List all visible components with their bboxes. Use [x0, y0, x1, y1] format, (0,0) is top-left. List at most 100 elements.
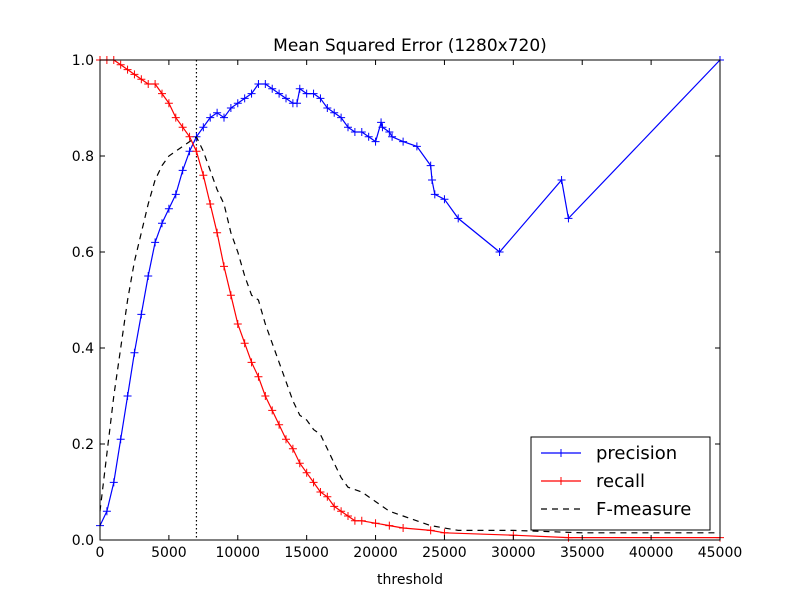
data-point-marker	[275, 89, 284, 98]
data-point-marker	[158, 89, 166, 98]
data-point-marker	[199, 171, 208, 180]
data-point-marker	[557, 176, 566, 184]
data-point-marker	[164, 99, 173, 108]
data-point-marker	[137, 75, 146, 84]
data-point-marker	[164, 204, 173, 213]
data-point-marker	[123, 392, 132, 400]
data-point-marker	[350, 128, 359, 136]
data-point-marker	[206, 113, 215, 122]
x-tick-label: 30000	[491, 545, 536, 561]
data-point-marker	[357, 128, 366, 136]
data-point-marker	[171, 190, 180, 199]
data-point-marker	[226, 291, 235, 300]
data-point-marker	[144, 80, 153, 88]
data-point-marker	[199, 123, 208, 132]
y-tick-label: 0.8	[72, 149, 94, 165]
data-point-marker	[144, 272, 153, 280]
x-tick-label: 15000	[284, 545, 329, 561]
data-point-marker	[337, 507, 346, 516]
data-point-marker	[109, 478, 118, 487]
x-axis-label: threshold	[377, 572, 443, 588]
data-point-marker	[247, 358, 256, 367]
x-tick-label: 35000	[560, 545, 605, 561]
data-point-marker	[220, 113, 228, 122]
data-point-marker	[282, 94, 290, 103]
series-recall	[96, 56, 724, 542]
data-point-marker	[330, 108, 339, 117]
data-point-marker	[254, 80, 263, 88]
data-point-marker	[323, 492, 332, 501]
series-line	[99, 135, 720, 534]
data-point-marker	[171, 113, 180, 122]
data-point-marker	[192, 147, 201, 156]
legend-entry: recall	[541, 471, 645, 492]
x-tick-label: 0	[96, 545, 105, 561]
data-point-marker	[130, 70, 139, 79]
series-precision	[96, 56, 724, 530]
data-point-marker	[399, 137, 408, 146]
data-point-marker	[330, 502, 339, 511]
data-point-marker	[377, 118, 386, 127]
data-point-marker	[302, 468, 311, 477]
data-point-marker	[388, 132, 397, 141]
data-point-marker	[288, 444, 297, 453]
data-point-marker	[233, 320, 242, 328]
data-point-marker	[275, 420, 284, 429]
data-point-marker	[220, 262, 228, 271]
data-point-marker	[254, 372, 263, 381]
data-point-marker	[309, 89, 318, 98]
data-point-marker	[185, 132, 194, 141]
data-point-marker	[261, 392, 270, 400]
y-tick-label: 0.2	[72, 437, 94, 453]
x-tick-label: 10000	[216, 545, 261, 561]
y-tick-label: 0.6	[72, 245, 94, 261]
data-point-marker	[226, 104, 235, 112]
data-point-marker	[454, 214, 463, 223]
data-point-marker	[412, 142, 421, 151]
data-point-marker	[295, 84, 304, 93]
data-point-marker	[295, 459, 304, 468]
legend-marker	[557, 477, 565, 485]
data-point-marker	[316, 488, 325, 496]
data-point-marker	[399, 524, 408, 532]
data-point-marker	[344, 512, 352, 520]
legend-entry: precision	[541, 443, 677, 464]
data-point-marker	[282, 435, 290, 444]
data-point-marker	[385, 521, 394, 530]
data-point-marker	[430, 190, 439, 199]
data-point-marker	[102, 507, 111, 516]
data-point-marker	[130, 348, 139, 357]
data-point-marker	[158, 219, 166, 228]
legend-label: precision	[596, 443, 677, 464]
data-point-marker	[116, 435, 125, 444]
data-point-marker	[240, 94, 249, 103]
data-point-marker	[426, 161, 435, 170]
data-point-marker	[268, 84, 277, 93]
series-layer	[96, 56, 724, 542]
legend-entry: F-measure	[541, 499, 691, 520]
x-tick-label: 40000	[629, 545, 674, 561]
data-point-marker	[316, 94, 325, 103]
data-point-marker	[178, 123, 187, 132]
data-point-marker	[206, 200, 215, 208]
data-point-marker	[213, 228, 222, 237]
x-tick-label: 20000	[353, 545, 398, 561]
data-point-marker	[426, 526, 435, 535]
plot-frame	[99, 59, 721, 541]
data-point-marker	[323, 104, 332, 112]
data-point-marker	[440, 195, 449, 204]
data-point-marker	[261, 80, 270, 88]
data-point-marker	[137, 310, 146, 319]
y-tick-label: 0.4	[72, 341, 94, 357]
legend-label: recall	[596, 471, 645, 492]
data-point-marker	[337, 113, 346, 122]
data-point-marker	[123, 65, 132, 74]
data-point-marker	[240, 339, 249, 348]
data-point-marker	[428, 176, 437, 184]
legend-marker	[557, 449, 565, 457]
data-point-marker	[233, 99, 242, 108]
data-point-marker	[151, 80, 160, 88]
data-point-marker	[268, 406, 277, 415]
y-tick-label: 0.0	[72, 533, 94, 549]
